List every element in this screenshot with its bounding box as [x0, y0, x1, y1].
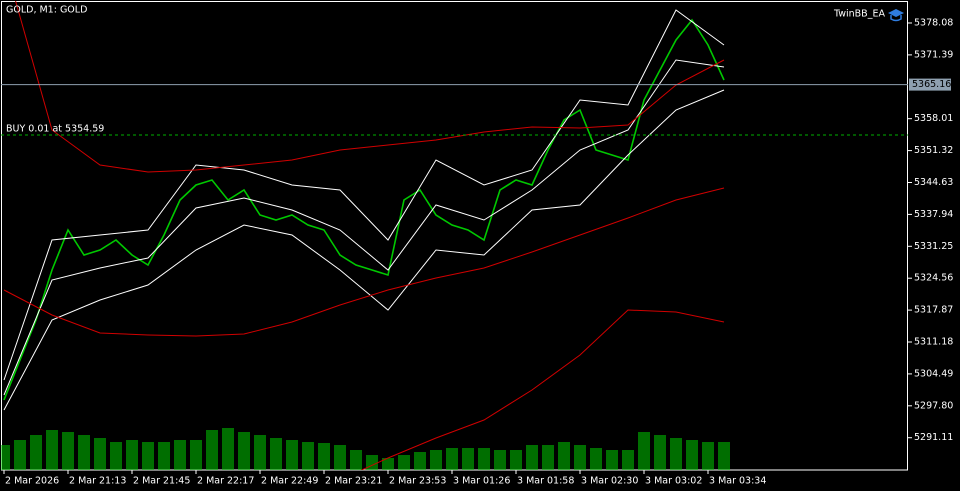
- x-tick-label: 2 Mar 21:13: [69, 476, 126, 487]
- volume-bar: [46, 430, 58, 470]
- y-tick-label: 5358.01: [914, 113, 953, 124]
- volume-bar: [430, 450, 442, 470]
- volume-bar: [670, 438, 682, 470]
- x-tick-label: 2 Mar 2026: [5, 476, 59, 487]
- volume-bar: [270, 438, 282, 470]
- volume-bar: [110, 442, 122, 470]
- volume-bar: [446, 448, 458, 470]
- x-tick-label: 2 Mar 23:53: [389, 476, 446, 487]
- volume-bar: [654, 435, 666, 470]
- volume-bar: [702, 442, 714, 470]
- volume-bar: [126, 440, 138, 470]
- volume-bar: [190, 440, 202, 470]
- order-label: BUY 0.01 at 5354.59: [6, 124, 104, 135]
- y-tick-label: 5324.56: [914, 273, 953, 284]
- y-tick-label: 5344.63: [914, 177, 953, 188]
- volume-bar: [62, 432, 74, 470]
- volume-bar: [174, 440, 186, 470]
- y-tick-label: 5331.25: [914, 241, 953, 252]
- symbol-label: GOLD, M1: GOLD: [6, 5, 87, 16]
- y-tick-label: 5291.11: [914, 432, 953, 443]
- volume-bar: [302, 442, 314, 470]
- y-tick-label: 5317.87: [914, 305, 953, 316]
- y-tick-label: 5378.08: [914, 17, 953, 28]
- x-tick-label: 2 Mar 23:21: [325, 476, 382, 487]
- volume-bar: [382, 458, 394, 470]
- x-tick-label: 2 Mar 21:45: [133, 476, 190, 487]
- volume-bar: [462, 448, 474, 470]
- volume-bar: [558, 442, 570, 470]
- volume-bar: [254, 435, 266, 470]
- volume-bar: [590, 448, 602, 470]
- volume-bar: [334, 445, 346, 470]
- volume-bar: [158, 442, 170, 470]
- volume-bar: [350, 450, 362, 470]
- volume-bar: [94, 438, 106, 470]
- volume-bar: [30, 435, 42, 470]
- expert-icon: [888, 9, 904, 22]
- volume-bar: [238, 432, 250, 470]
- x-tick-label: 3 Mar 03:34: [709, 476, 766, 487]
- expert-label: TwinBB_EA: [833, 9, 885, 20]
- volume-bar: [478, 448, 490, 470]
- price-line: [3, 18, 725, 401]
- volume-bar: [1, 445, 10, 470]
- y-tick-label: 5351.32: [914, 145, 953, 156]
- x-tick-label: 3 Mar 01:26: [453, 476, 510, 487]
- volume-bar: [414, 452, 426, 470]
- band-line: [3, 89, 725, 411]
- y-tick-label: 5311.18: [914, 337, 953, 348]
- volume-bar: [398, 455, 410, 470]
- band-line: [3, 9, 725, 381]
- volume-bar: [14, 440, 26, 470]
- volume-bar: [494, 450, 506, 470]
- volume-bar: [526, 445, 538, 470]
- y-tick-label: 5304.49: [914, 368, 953, 379]
- y-tick-label: 5371.39: [914, 49, 953, 60]
- x-tick-label: 3 Mar 03:02: [645, 476, 702, 487]
- y-tick-label: 5337.94: [914, 209, 953, 220]
- y-tick-label: 5297.80: [914, 400, 953, 411]
- volume-bar: [622, 450, 634, 470]
- x-tick-label: 2 Mar 22:49: [261, 476, 318, 487]
- volume-bar: [718, 442, 730, 470]
- volume-bar: [78, 435, 90, 470]
- current-price-label: 5365.16: [912, 79, 951, 90]
- volume-bar: [686, 440, 698, 470]
- x-tick-label: 3 Mar 02:30: [581, 476, 638, 487]
- volume-bar: [222, 428, 234, 470]
- volume-bar: [638, 432, 650, 470]
- volume-bar: [286, 440, 298, 470]
- volume-bar: [142, 442, 154, 470]
- plot-layer: [1, 1, 730, 470]
- band-line: [3, 59, 725, 396]
- volume-bar: [206, 430, 218, 470]
- volume-bar: [606, 450, 618, 470]
- band-line: [15, 1, 725, 173]
- x-tick-label: 3 Mar 01:58: [517, 476, 574, 487]
- band-line: [3, 187, 725, 337]
- volume-bar: [510, 450, 522, 470]
- band-line: [360, 309, 725, 470]
- current-price-box: [909, 78, 951, 91]
- volume-bar: [574, 445, 586, 470]
- volume-bar: [318, 443, 330, 470]
- volume-bar: [542, 445, 554, 470]
- x-tick-label: 2 Mar 22:17: [197, 476, 254, 487]
